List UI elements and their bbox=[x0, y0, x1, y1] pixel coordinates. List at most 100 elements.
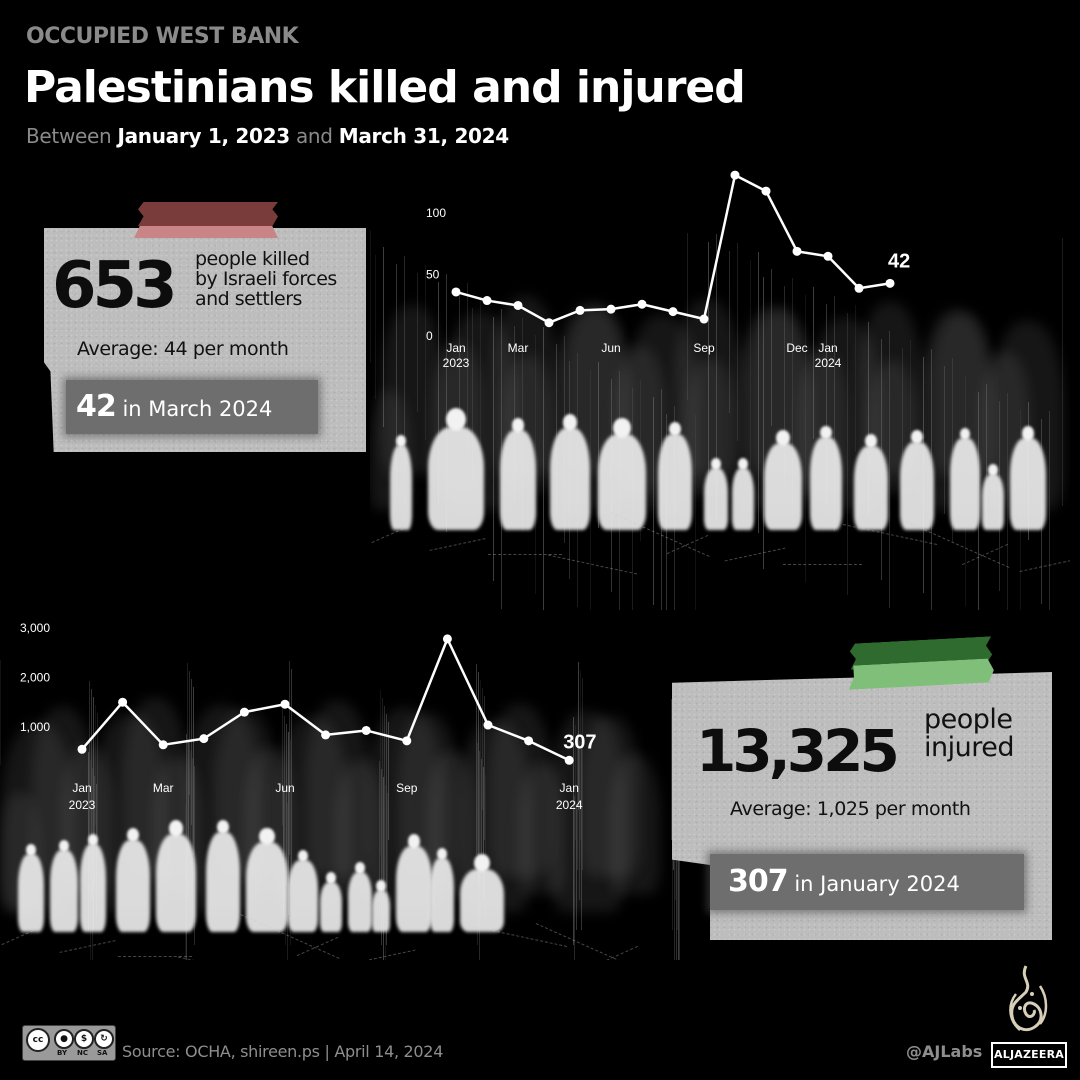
y-tick-label: 2,000 bbox=[20, 671, 50, 685]
ajlabs-handle[interactable]: @AJLabs bbox=[906, 1042, 983, 1061]
subtitle-prefix: Between bbox=[26, 124, 118, 148]
injured-line-chart: 1,000 2,000 3,000 Jan 2023 Mar Jun Sep Jan 2024 30… bbox=[20, 621, 597, 812]
light-streak bbox=[381, 769, 382, 945]
x-tick-label: Jan bbox=[72, 781, 91, 795]
data-point[interactable] bbox=[761, 186, 771, 196]
light-streak bbox=[482, 688, 483, 810]
light-streak bbox=[291, 669, 292, 885]
data-point[interactable] bbox=[544, 318, 554, 328]
light-streak bbox=[477, 743, 478, 945]
data-point[interactable] bbox=[730, 170, 740, 180]
light-streak bbox=[404, 256, 405, 519]
light-streak bbox=[386, 714, 387, 945]
light-streak bbox=[577, 733, 578, 870]
x-tick-label: Jun bbox=[601, 341, 620, 355]
light-streak bbox=[388, 722, 389, 840]
data-point[interactable] bbox=[854, 283, 864, 293]
data-point[interactable] bbox=[77, 744, 87, 754]
data-point[interactable] bbox=[118, 697, 128, 707]
y-tick-label: 50 bbox=[426, 268, 440, 282]
person-silhouette bbox=[500, 418, 536, 530]
x-tick-label: Jan bbox=[818, 341, 837, 355]
data-point[interactable] bbox=[699, 314, 709, 324]
root-lines bbox=[59, 940, 116, 953]
light-streak bbox=[581, 749, 582, 930]
light-streak bbox=[438, 282, 439, 504]
data-point[interactable] bbox=[637, 299, 647, 309]
data-point[interactable] bbox=[513, 300, 523, 310]
person-silhouette bbox=[900, 430, 934, 530]
data-point[interactable] bbox=[668, 307, 678, 317]
person-silhouette bbox=[156, 820, 196, 932]
y-tick-label: 3,000 bbox=[20, 621, 50, 635]
person-silhouette bbox=[598, 418, 646, 530]
data-line bbox=[81, 637, 570, 762]
data-point[interactable] bbox=[402, 736, 412, 746]
light-streak bbox=[771, 269, 772, 426]
data-point[interactable] bbox=[321, 730, 331, 740]
crowd-illustration-top bbox=[370, 230, 1070, 610]
data-point[interactable] bbox=[482, 296, 492, 306]
data-point[interactable] bbox=[792, 246, 802, 256]
data-point[interactable] bbox=[575, 305, 585, 315]
light-streak bbox=[556, 344, 557, 515]
killed-description-line-1: people killed bbox=[195, 248, 310, 270]
light-streak bbox=[578, 662, 579, 810]
root-lines bbox=[118, 956, 192, 957]
killed-latest-badge: 42 in March 2024 bbox=[66, 380, 318, 434]
person-silhouette bbox=[116, 828, 150, 932]
light-streak bbox=[834, 296, 835, 531]
light-streak bbox=[582, 678, 583, 870]
cc-icon: cc bbox=[26, 1028, 50, 1052]
data-point[interactable] bbox=[524, 736, 534, 746]
light-streak bbox=[590, 370, 591, 610]
light-streak bbox=[580, 670, 581, 840]
x-tick-label-year: 2024 bbox=[556, 798, 583, 812]
light-streak bbox=[192, 758, 193, 915]
data-point[interactable] bbox=[442, 634, 452, 644]
data-point[interactable] bbox=[239, 707, 249, 717]
injured-total: 13,325 bbox=[696, 717, 900, 785]
x-tick-label-year: 2024 bbox=[815, 356, 842, 370]
light-streak bbox=[387, 793, 388, 900]
injured-description-line-1: people bbox=[924, 704, 1013, 735]
injured-description-line-2: injured bbox=[924, 732, 1015, 764]
data-point[interactable] bbox=[885, 278, 895, 288]
data-point[interactable] bbox=[606, 304, 616, 314]
data-point[interactable] bbox=[483, 720, 493, 730]
person-silhouette bbox=[764, 430, 802, 530]
data-point[interactable] bbox=[823, 251, 833, 261]
light-streak bbox=[193, 687, 194, 855]
injured-description: people injured bbox=[924, 704, 1015, 764]
source-credit: Source: OCHA, shireen.ps | April 14, 202… bbox=[122, 1042, 444, 1061]
data-point[interactable] bbox=[361, 725, 371, 735]
injured-summary-card: 13,325 people injured Average: 1,025 per… bbox=[664, 636, 1060, 946]
background-silhouette bbox=[488, 704, 552, 876]
light-streak bbox=[191, 679, 192, 825]
root-lines bbox=[472, 926, 568, 947]
light-streak bbox=[653, 397, 654, 605]
light-streak bbox=[784, 286, 785, 490]
light-streak bbox=[847, 313, 848, 595]
data-point[interactable] bbox=[564, 755, 574, 765]
data-point[interactable] bbox=[451, 287, 461, 297]
data-point[interactable] bbox=[280, 699, 290, 709]
creative-commons-badge[interactable]: cc ● $ ↻ BY NC SA bbox=[22, 1025, 116, 1061]
by-icon: ● bbox=[54, 1029, 74, 1049]
light-streak bbox=[481, 759, 482, 870]
data-point[interactable] bbox=[199, 734, 209, 744]
light-streak bbox=[763, 277, 764, 569]
light-streak bbox=[695, 415, 696, 610]
end-value-label: 42 bbox=[888, 250, 910, 272]
subtitle: Between January 1, 2023 and March 31, 20… bbox=[26, 124, 509, 148]
light-streak bbox=[425, 265, 426, 440]
light-streak bbox=[574, 796, 575, 960]
data-point[interactable] bbox=[158, 740, 168, 750]
light-streak bbox=[284, 716, 285, 855]
light-streak bbox=[379, 761, 380, 915]
person-silhouette bbox=[460, 854, 504, 932]
sa-label: SA bbox=[97, 1049, 108, 1057]
person-silhouette bbox=[372, 880, 390, 932]
kicker: OCCUPIED WEST BANK bbox=[26, 24, 299, 49]
